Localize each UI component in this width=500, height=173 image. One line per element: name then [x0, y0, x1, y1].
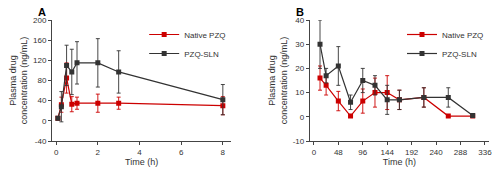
svg-text:144: 144 [381, 148, 395, 157]
svg-text:Native PZQ: Native PZQ [442, 31, 483, 40]
svg-text:-10: -10 [293, 137, 305, 146]
svg-text:Time (h): Time (h) [125, 157, 158, 167]
svg-text:PZQ-SLN: PZQ-SLN [184, 50, 219, 59]
svg-text:0: 0 [312, 148, 317, 157]
svg-text:96: 96 [358, 148, 367, 157]
svg-text:Plasma drugconcentration (ng/m: Plasma drugconcentration (ng/mL) [267, 37, 289, 125]
svg-text:-40: -40 [35, 137, 47, 146]
svg-text:8: 8 [221, 148, 226, 157]
svg-text:10: 10 [295, 88, 304, 97]
svg-text:0: 0 [42, 117, 47, 126]
svg-text:Native PZQ: Native PZQ [184, 31, 225, 40]
svg-text:20: 20 [295, 64, 304, 73]
svg-text:240: 240 [429, 148, 443, 157]
svg-text:336: 336 [478, 148, 492, 157]
svg-text:4: 4 [137, 148, 142, 157]
svg-text:2: 2 [96, 148, 101, 157]
svg-text:80: 80 [37, 76, 46, 85]
svg-text:48: 48 [334, 148, 343, 157]
svg-text:40: 40 [295, 16, 304, 25]
svg-text:40: 40 [37, 96, 46, 105]
svg-text:0: 0 [54, 148, 59, 157]
svg-text:0: 0 [300, 113, 305, 122]
svg-text:Time (h): Time (h) [383, 157, 416, 167]
svg-text:30: 30 [295, 40, 304, 49]
svg-text:A: A [38, 6, 46, 18]
svg-text:120: 120 [33, 56, 47, 65]
svg-text:PZQ-SLN: PZQ-SLN [442, 50, 477, 59]
svg-text:288: 288 [454, 148, 468, 157]
svg-text:160: 160 [33, 36, 47, 45]
svg-text:6: 6 [179, 148, 184, 157]
svg-text:B: B [296, 6, 304, 18]
svg-text:Plasma drugconcentration (ng/m: Plasma drugconcentration (ng/mL) [8, 37, 30, 125]
svg-text:200: 200 [33, 16, 47, 25]
svg-text:192: 192 [405, 148, 419, 157]
